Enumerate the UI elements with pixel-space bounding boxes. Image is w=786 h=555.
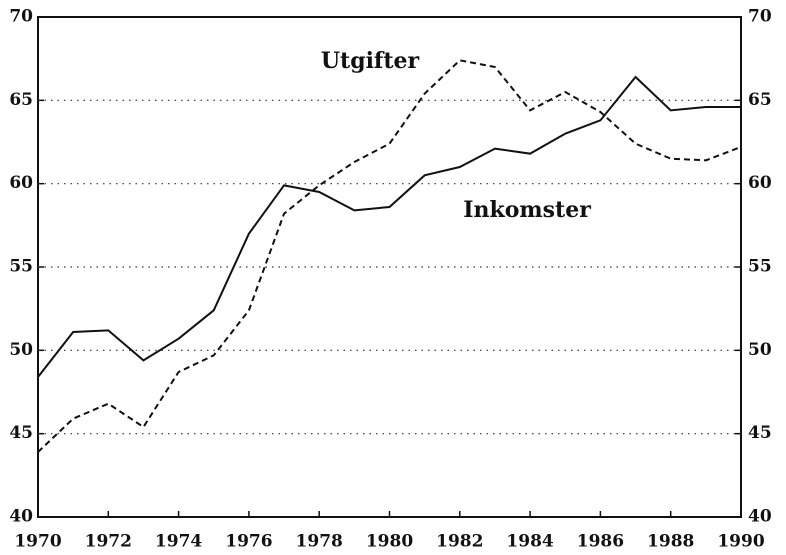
y-tick-label: 50: [9, 340, 33, 360]
x-tick-label: 1988: [647, 532, 694, 552]
y-tick-label: 60: [9, 173, 33, 193]
x-tick-label: 1970: [14, 532, 61, 552]
y2-tick-label: 65: [748, 90, 772, 110]
y-tick-label: 45: [9, 423, 33, 443]
y2-tick-label: 40: [748, 507, 772, 527]
y2-tick-label: 55: [748, 257, 772, 277]
line-series: [37, 75, 741, 378]
x-tick-label: 1972: [85, 532, 132, 552]
annotation: Utgifter: [321, 48, 420, 74]
x-tick-label: 1990: [717, 532, 764, 552]
annotation: Inkomster: [463, 197, 591, 223]
x-tick-label: 1980: [366, 532, 413, 552]
x-tick-label: 1982: [436, 532, 483, 552]
x-tick-label: 1978: [296, 532, 343, 552]
y-tick-label: 70: [9, 7, 33, 27]
y2-tick-label: 45: [748, 423, 772, 443]
x-tick-label: 1984: [506, 532, 553, 552]
y2-tick-label: 50: [748, 340, 772, 360]
y-tick-label: 65: [9, 90, 33, 110]
x-tick-label: 1976: [225, 532, 272, 552]
x-tick-label: 1986: [577, 532, 624, 552]
y2-tick-label: 60: [748, 173, 772, 193]
line-series: [37, 59, 742, 453]
y-tick-label: 55: [9, 257, 33, 277]
y2-tick-label: 70: [748, 7, 772, 27]
y-tick-label: 40: [9, 507, 33, 527]
x-tick-label: 1974: [155, 532, 202, 552]
